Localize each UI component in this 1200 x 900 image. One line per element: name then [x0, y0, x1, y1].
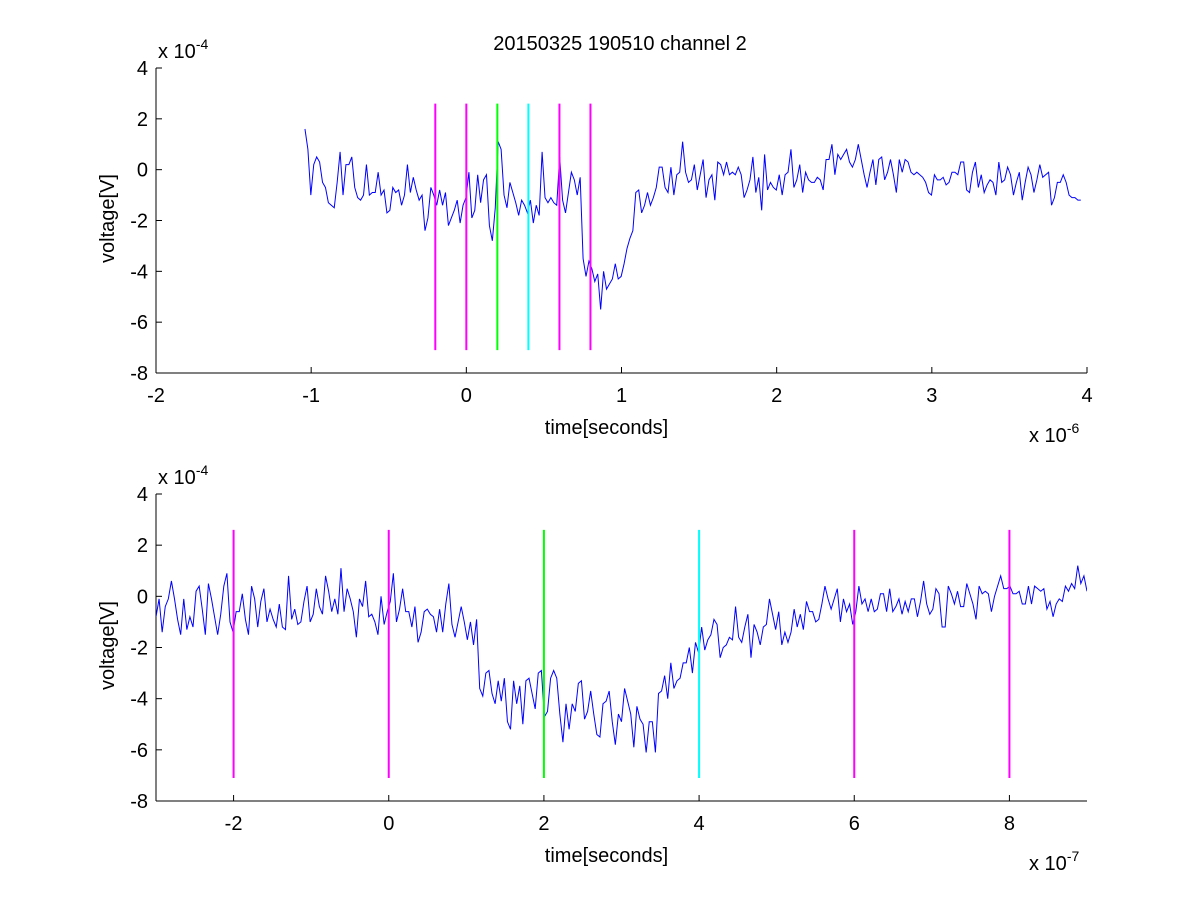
y-tick-label: -6	[130, 740, 148, 762]
y-axis-label: voltage[V]	[97, 174, 119, 263]
x-tick-label: -1	[302, 385, 320, 407]
x-tick-label: 0	[383, 813, 394, 835]
y-exponent-power: -4	[196, 462, 209, 478]
y-axis-label: voltage[V]	[97, 601, 119, 690]
x-exponent-label: x 10-6	[1029, 420, 1079, 447]
x-axis-label: time[seconds]	[545, 845, 668, 867]
signal-line	[156, 565, 1087, 753]
y-tick-label: -2	[130, 211, 148, 233]
y-exponent-label: x 10-4	[158, 462, 208, 489]
y-tick-label: 0	[137, 160, 148, 182]
series-group	[156, 565, 1087, 753]
x-exponent-base: x 10	[1029, 425, 1067, 447]
x-tick-label: 8	[1004, 813, 1015, 835]
y-tick-label: -6	[130, 312, 148, 334]
x-exponent-power: -6	[1067, 420, 1080, 436]
x-exponent-base: x 10	[1029, 853, 1067, 875]
top-plot: -2 -1 0 1 2 3 4 -8 -6 -4 -2 0 2 4 time[seconds] voltage…	[97, 36, 1093, 447]
x-tick-label: -2	[225, 813, 243, 835]
y-tick-label: 0	[137, 586, 148, 608]
x-tick-label: 4	[1081, 385, 1092, 407]
x-tick-label: 2	[771, 385, 782, 407]
y-tick-label: 4	[137, 58, 148, 80]
y-exponent-base: x 10	[158, 41, 196, 63]
y-tick-label: -8	[130, 791, 148, 813]
x-exponent-power: -7	[1067, 848, 1080, 864]
x-tick-label: 4	[694, 813, 705, 835]
x-tick-label: -2	[147, 385, 165, 407]
x-exponent-label: x 10-7	[1029, 848, 1079, 875]
figure-title: 20150325 190510 channel 2	[493, 33, 747, 55]
signal-line	[304, 128, 1081, 310]
y-exponent-power: -4	[196, 36, 209, 52]
y-exponent-base: x 10	[158, 467, 196, 489]
bottom-plot: -2 0 2 4 6 8 -8 -6 -4 -2 0 2 4 time[seconds] voltage[V…	[97, 462, 1087, 875]
x-tick-label: 3	[926, 385, 937, 407]
y-tick-label: -4	[130, 261, 148, 283]
x-tick-label: 6	[849, 813, 860, 835]
x-tick-label: 1	[616, 385, 627, 407]
y-tick-label: 4	[137, 484, 148, 506]
x-axis-label: time[seconds]	[545, 417, 668, 439]
y-tick-label: 2	[137, 535, 148, 557]
series-group	[304, 128, 1081, 310]
y-tick-label: -2	[130, 638, 148, 660]
x-tick-label: 0	[461, 385, 472, 407]
y-tick-label: 2	[137, 109, 148, 131]
y-exponent-label: x 10-4	[158, 36, 208, 63]
y-tick-label: -4	[130, 689, 148, 711]
x-tick-label: 2	[538, 813, 549, 835]
y-tick-label: -8	[130, 363, 148, 385]
